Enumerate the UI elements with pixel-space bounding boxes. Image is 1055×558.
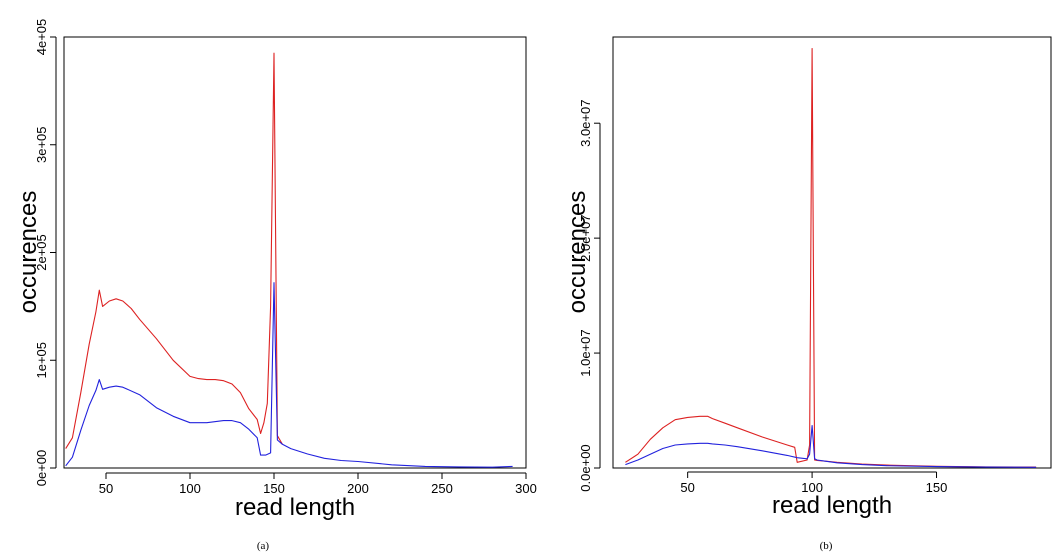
panel-caption: (b)	[820, 540, 833, 552]
y-tick-label: 4e+05	[34, 19, 49, 56]
series-line-blue	[65, 282, 513, 468]
panel-b: 50 100 150 0.0e+00 1.0e+07 2.0e+07 3.0e+07 read…	[564, 36, 1052, 552]
y-axis-label: occurences	[15, 191, 42, 314]
series-line-red	[65, 52, 283, 449]
panel-caption: (a)	[257, 540, 270, 552]
y-axis-label: occurences	[564, 191, 591, 314]
plot-frame	[612, 36, 1052, 469]
y-tick-label: 3.0e+07	[578, 100, 593, 147]
y-tick-label: 2.0e+07	[578, 214, 593, 261]
y-tick-label: 2e+05	[34, 234, 49, 271]
x-tick-label: 300	[515, 481, 537, 496]
x-tick-label: 50	[99, 481, 113, 496]
plot-frame	[63, 36, 527, 469]
x-tick-label: 150	[926, 480, 948, 495]
y-tick-label: 1e+05	[34, 342, 49, 379]
x-tick-label: 100	[801, 480, 823, 495]
x-tick-label: 150	[263, 481, 285, 496]
x-tick-label: 200	[347, 481, 369, 496]
x-tick-label: 50	[680, 480, 694, 495]
y-tick-label: 1.0e+07	[578, 329, 593, 376]
y-tick-label: 0.0e+00	[578, 444, 593, 491]
panel-a: 50 100 150 200 250 300 0e+00 1e+05 2e+05 3e+05 4e+…	[15, 19, 537, 552]
x-axis-label: read length	[772, 492, 892, 519]
series-line-blue	[625, 424, 1037, 468]
x-tick-label: 250	[431, 481, 453, 496]
y-tick-label: 3e+05	[34, 126, 49, 163]
x-tick-label: 100	[179, 481, 201, 496]
y-tick-label: 0e+00	[34, 450, 49, 487]
series-line-red	[625, 47, 1037, 468]
x-axis-label: read length	[235, 494, 355, 521]
